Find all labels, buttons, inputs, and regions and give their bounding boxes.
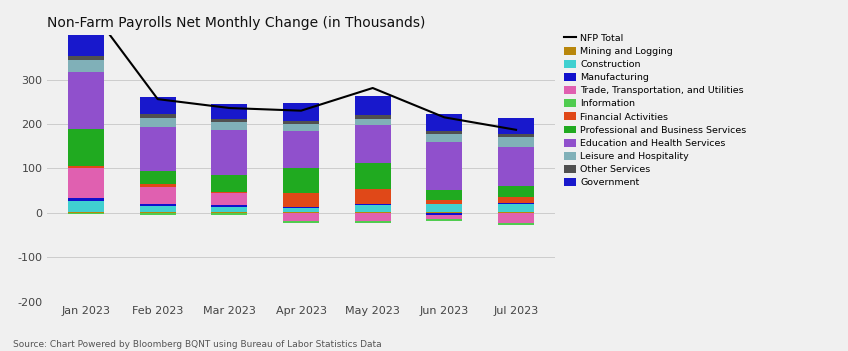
Bar [211,122,248,130]
Bar [427,215,462,219]
Bar [140,97,176,114]
Bar [283,213,319,221]
Bar [498,223,534,225]
Bar [283,103,319,121]
Bar [283,212,319,213]
Bar [427,190,462,200]
Bar [354,204,391,205]
Bar [283,131,319,168]
Text: Non-Farm Payrolls Net Monthly Change (in Thousands): Non-Farm Payrolls Net Monthly Change (in… [47,16,425,30]
Bar [140,206,176,212]
Bar [140,212,176,213]
Bar [140,114,176,118]
Bar [211,105,248,119]
Bar [211,130,248,175]
Bar [354,97,391,115]
Bar [68,130,104,166]
Bar [140,213,176,215]
Bar [498,203,534,204]
Bar [427,131,462,134]
Bar [498,197,534,203]
Bar [211,213,248,215]
Bar [354,125,391,163]
Bar [140,127,176,171]
Bar [427,114,462,131]
Bar [140,118,176,127]
Bar [427,142,462,190]
Bar [68,213,104,214]
Bar [427,213,462,215]
Bar [498,186,534,197]
Bar [427,134,462,142]
Text: Source: Chart Powered by Bloomberg BQNT using Bureau of Labor Statistics Data: Source: Chart Powered by Bloomberg BQNT … [13,340,382,349]
Bar [427,204,462,212]
Bar [283,207,319,208]
Bar [354,221,391,223]
Bar [283,221,319,223]
Bar [498,204,534,212]
Bar [354,115,391,119]
Bar [211,192,248,193]
Bar [354,119,391,125]
Bar [68,201,104,212]
Bar [68,198,104,201]
Bar [283,121,319,125]
Bar [283,168,319,193]
Bar [354,163,391,190]
Bar [211,207,248,212]
Bar [354,212,391,213]
Bar [498,118,534,134]
Bar [140,185,176,187]
Bar [498,213,534,223]
Bar [211,175,248,192]
Bar [68,72,104,130]
Bar [211,212,248,213]
Bar [68,166,104,168]
Bar [427,200,462,204]
Bar [211,119,248,122]
Bar [498,147,534,186]
Bar [283,208,319,212]
Bar [68,168,104,198]
Bar [498,134,534,137]
Bar [283,125,319,131]
Bar [427,219,462,221]
Legend: NFP Total, Mining and Logging, Construction, Manufacturing, Trade, Transportatio: NFP Total, Mining and Logging, Construct… [561,30,750,191]
Bar [354,213,391,221]
Bar [140,171,176,185]
Bar [498,212,534,213]
Bar [140,187,176,204]
Bar [68,212,104,213]
Bar [354,190,391,204]
Bar [68,34,104,57]
Bar [354,205,391,212]
Bar [211,193,248,205]
Bar [427,212,462,213]
Bar [140,204,176,206]
Bar [498,137,534,147]
Bar [68,57,104,60]
Bar [283,193,319,207]
Bar [211,205,248,207]
Bar [68,60,104,72]
